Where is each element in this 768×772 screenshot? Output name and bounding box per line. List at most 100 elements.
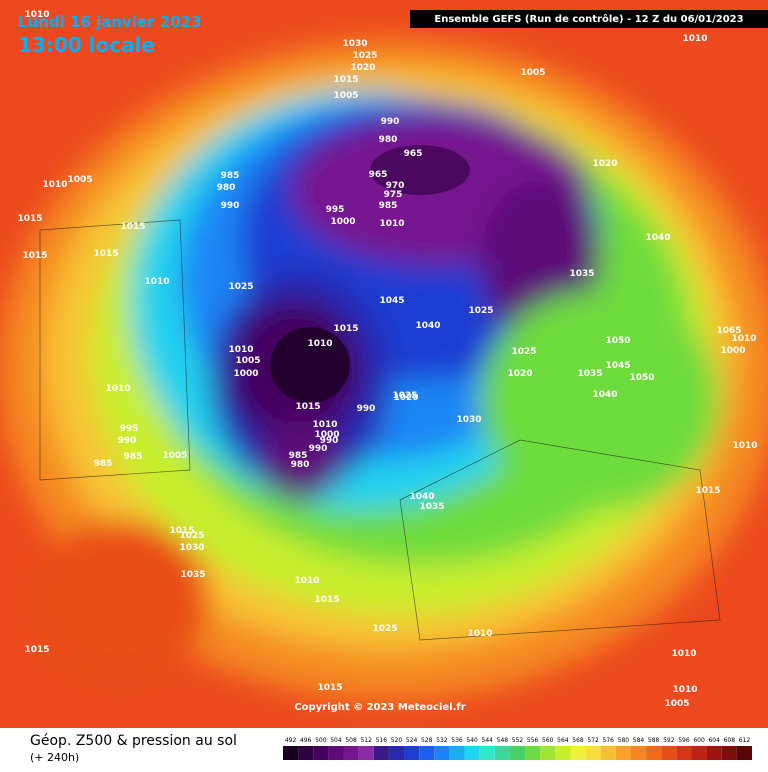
copyright: Copyright © 2023 Meteociel.fr [294, 702, 465, 713]
isobar-label: 1050 [629, 373, 654, 383]
isobar-label: 990 [320, 436, 339, 446]
isobar-label: 1010 [105, 384, 130, 394]
isobar-label: 975 [384, 190, 403, 200]
isobar-label: 1010 [228, 345, 253, 355]
isobar-label: 1045 [379, 296, 404, 306]
colorbar-label: 568 [572, 737, 584, 744]
isobar-labels: 1010103010251020101510051005101099098096… [17, 10, 757, 709]
isobar-label: 1030 [456, 415, 481, 425]
isobar-label: 1025 [372, 624, 397, 634]
isobar-label: 1040 [409, 492, 434, 502]
isobar-label: 1025 [228, 282, 253, 292]
colorbar-swatch [646, 746, 662, 760]
isobar-label: 1020 [393, 393, 418, 403]
isobar-label: 1005 [235, 356, 260, 366]
colorbar-swatch [419, 746, 435, 760]
isobar-label: 1035 [419, 502, 444, 512]
colorbar-swatch [283, 746, 299, 760]
isobar-label: 985 [289, 451, 308, 461]
isobar-label: 1010 [672, 685, 697, 695]
colorbar-label: 588 [648, 737, 660, 744]
isobar-label: 995 [120, 424, 139, 434]
colorbar-swatch [661, 746, 677, 760]
colorbar-swatch [540, 746, 556, 760]
colorbar-label: 596 [678, 737, 690, 744]
isobar-label: 1000 [314, 430, 339, 440]
isobar-label: 1010 [312, 420, 337, 430]
map [0, 0, 768, 728]
colorbar-swatch [479, 746, 495, 760]
colorbar-label: 532 [436, 737, 448, 744]
colorbar-swatch [509, 746, 526, 760]
lead-time: (+ 240h) [30, 751, 79, 764]
isobar-label: 1010 [379, 219, 404, 229]
colorbar-label: 600 [693, 737, 705, 744]
isobar-label: 1010 [144, 277, 169, 287]
isobar-label: 1015 [317, 683, 342, 693]
colorbar-swatch [676, 746, 692, 760]
isobar-label: 980 [291, 460, 310, 470]
isobar-label: 1010 [671, 649, 696, 659]
colorbar-swatch [691, 746, 707, 760]
isobar-label: 1025 [179, 531, 204, 541]
colorbar-label: 544 [482, 737, 494, 744]
isobar-label: 1015 [169, 526, 194, 536]
isobar-label: 990 [309, 444, 328, 454]
isobar-label: 1045 [605, 361, 630, 371]
colorbar-swatch [313, 746, 329, 760]
colorbar-swatch [464, 746, 480, 760]
isobar-label: 1005 [520, 68, 545, 78]
colorbar-label: 508 [345, 737, 357, 744]
isobar-label: 990 [381, 117, 400, 127]
colorbar: 492 496 500 504 508 512 516 520 524 528 532 536 540 5… [283, 737, 752, 760]
isobar-label: 995 [326, 205, 345, 215]
isobar-label: 1025 [352, 51, 377, 61]
colorbar-swatch [706, 746, 722, 760]
isobar-label: 1035 [569, 269, 594, 279]
isobar-label: 1010 [682, 34, 707, 44]
isobar-label: 1015 [695, 486, 720, 496]
colorbar-label: 560 [542, 737, 554, 744]
isobar-label: 1015 [93, 249, 118, 259]
isobar-label: 1015 [22, 251, 47, 261]
isobar-label: 980 [217, 183, 236, 193]
isobar-label: 1030 [342, 39, 367, 49]
isobar-label: 1010 [24, 10, 49, 20]
colorbar-swatch [373, 746, 389, 760]
colorbar-swatch [449, 746, 465, 760]
isobar-label: 1020 [350, 63, 375, 73]
colorbar-swatch [404, 746, 420, 760]
colorbar-label: 496 [300, 737, 312, 744]
date-title: Lundi 16 janvier 2023 [18, 13, 202, 31]
isobar-label: 1005 [333, 91, 358, 101]
isobar-label: 1010 [731, 334, 756, 344]
colorbar-label: 520 [391, 737, 403, 744]
isobar-label: 1015 [120, 222, 145, 232]
isobar-label: 965 [404, 149, 423, 159]
colorbar-label: 512 [360, 737, 372, 744]
colorbar-label: 592 [663, 737, 675, 744]
colorbar-label: 612 [739, 737, 751, 744]
colorbar-swatch [434, 746, 450, 760]
isobar-label: 1040 [645, 233, 670, 243]
isobar-label: 990 [118, 436, 137, 446]
isobar-label: 1040 [415, 321, 440, 331]
isobar-label: 1005 [664, 699, 689, 709]
isobar-label: 1015 [314, 595, 339, 605]
isobar-label: 1050 [605, 336, 630, 346]
isobar-label: 1005 [67, 175, 92, 185]
colorbar-swatch [343, 746, 359, 760]
isobar-label: 1030 [179, 543, 204, 553]
isobar-label: 1040 [592, 390, 617, 400]
isobar-label: 1015 [333, 324, 358, 334]
isobar-label: 1015 [24, 645, 49, 655]
colorbar-swatch [525, 746, 541, 760]
isobar-label: 1020 [507, 369, 532, 379]
colorbar-label: 572 [587, 737, 599, 744]
isobar-label: 1035 [577, 369, 602, 379]
isobar-label: 1010 [42, 180, 67, 190]
colorbar-swatch [494, 746, 510, 760]
isobar-label: 1025 [468, 306, 493, 316]
colorbar-swatch [570, 746, 586, 760]
